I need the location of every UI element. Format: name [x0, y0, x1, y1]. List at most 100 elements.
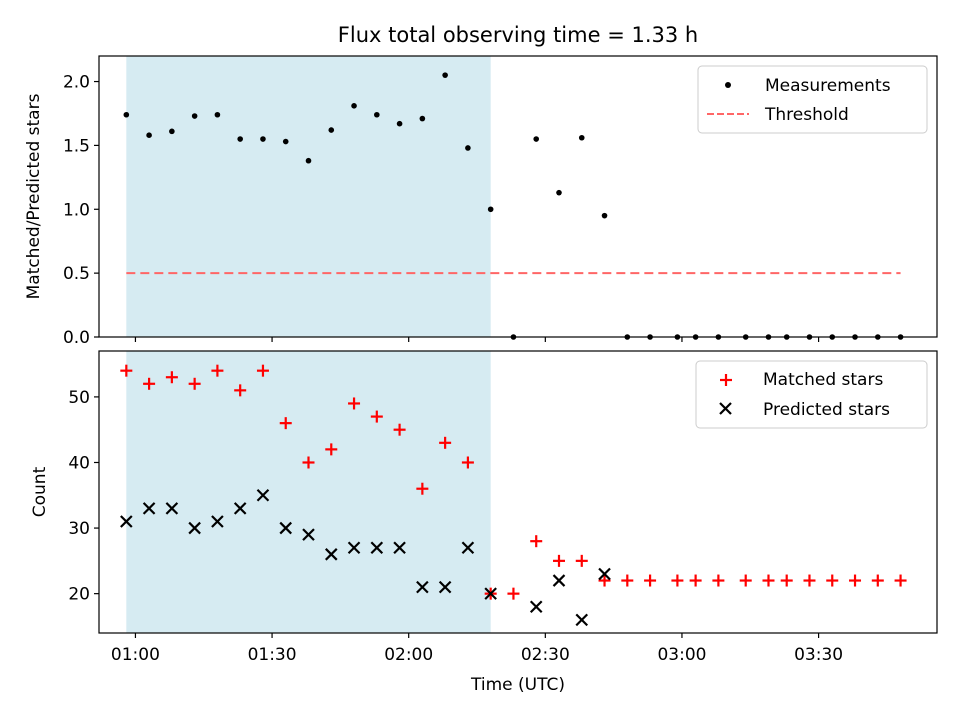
- matched-star-point: [507, 587, 520, 600]
- matched-star-point: [461, 456, 474, 469]
- matched-star-point: [416, 482, 429, 495]
- xtick-label: 01:30: [248, 645, 297, 665]
- predicted-star-point: [233, 502, 247, 515]
- measurement-point: [305, 157, 312, 164]
- ytick-label: 1.0: [63, 200, 90, 220]
- predicted-star-point: [552, 574, 566, 587]
- legend-marker-predicted: [719, 402, 732, 415]
- measurement-point: [487, 206, 494, 213]
- matched-star-point: [552, 554, 565, 567]
- measurement-point: [533, 136, 540, 142]
- matched-star-point: [348, 397, 361, 410]
- matched-star-point: [188, 377, 201, 390]
- predicted-star-point: [188, 521, 201, 535]
- xtick-label: 03:00: [657, 645, 706, 665]
- predicted-star-point: [598, 567, 611, 581]
- measurement-point: [601, 212, 608, 219]
- matched-star-point: [762, 574, 775, 587]
- matched-star-point: [234, 384, 247, 397]
- measurement-point: [169, 128, 175, 135]
- measurement-point: [191, 113, 198, 119]
- matched-star-point: [302, 456, 315, 469]
- matched-star-point: [689, 574, 702, 587]
- measurement-point: [465, 145, 471, 151]
- measurement-point: [374, 111, 380, 118]
- matched-star-point: [143, 377, 156, 390]
- matched-star-point: [803, 574, 816, 587]
- xlabel: Time (UTC): [470, 675, 565, 695]
- top-legend: Measurements Threshold: [697, 65, 928, 134]
- predicted-star-point: [529, 600, 543, 614]
- legend-marker-measurements: [725, 82, 731, 88]
- matched-star-point: [575, 554, 588, 567]
- predicted-star-point: [575, 613, 589, 627]
- measurement-point: [214, 111, 221, 118]
- measurement-point: [351, 103, 357, 109]
- measurement-point: [260, 136, 266, 142]
- xtick-label: 02:30: [521, 645, 570, 665]
- predicted-star-point: [279, 521, 293, 535]
- predicted-star-point: [256, 489, 270, 502]
- top-panel: 0.00.51.01.52.0 Matched/Predicted stars …: [24, 55, 938, 348]
- predicted-star-point: [120, 515, 133, 528]
- measurement-point: [282, 138, 289, 145]
- matched-star-point: [671, 574, 684, 587]
- matched-star-point: [530, 535, 543, 548]
- ytick-label: 50: [68, 388, 90, 408]
- predicted-star-point: [324, 548, 338, 561]
- predicted-star-point: [211, 515, 224, 528]
- top-ylabel: Matched/Predicted stars: [24, 93, 44, 299]
- measurement-point: [578, 134, 585, 141]
- predicted-star-point: [438, 580, 452, 594]
- measurement-point: [419, 115, 426, 122]
- bottom-ylabel: Count: [30, 466, 50, 517]
- matched-star-point: [849, 574, 862, 587]
- predicted-star-point: [165, 502, 179, 515]
- predicted-star-point: [370, 541, 384, 555]
- ytick-label: 2.0: [63, 73, 90, 93]
- measurement-point: [396, 120, 403, 127]
- top-shaded-region: [126, 56, 491, 337]
- ytick-label: 0.0: [63, 328, 90, 348]
- ytick-label: 40: [68, 453, 90, 473]
- bottom-panel: 20 30 40 50 01:00 01:30 02:00 02:30 03:00 03:30 C…: [30, 350, 938, 695]
- matched-star-point: [739, 574, 752, 587]
- ytick-label: 0.5: [63, 264, 90, 284]
- legend-label-predicted: Predicted stars: [763, 400, 890, 420]
- chart-title: Flux total observing time = 1.33 h: [338, 23, 698, 47]
- measurement-point: [328, 127, 335, 133]
- predicted-star-point: [393, 541, 406, 555]
- legend-marker-matched: [720, 374, 732, 386]
- measurement-point: [237, 136, 243, 142]
- xtick-label: 01:00: [111, 645, 160, 665]
- matched-star-point: [439, 436, 452, 449]
- ytick-label: 20: [68, 585, 90, 605]
- ytick-label: 30: [68, 519, 90, 539]
- matched-star-point: [325, 443, 338, 456]
- matched-star-point: [780, 574, 793, 587]
- bottom-shaded-region: [126, 351, 491, 633]
- legend-label-threshold: Threshold: [764, 105, 849, 125]
- matched-star-point: [871, 574, 884, 587]
- predicted-star-point: [416, 580, 429, 594]
- measurement-point: [556, 189, 562, 196]
- top-axes-frame: [98, 55, 938, 338]
- matched-star-point: [826, 574, 839, 587]
- matched-star-point: [644, 574, 657, 587]
- measurement-point: [146, 132, 152, 138]
- matched-star-point: [621, 574, 634, 587]
- matched-star-point: [712, 574, 725, 587]
- matched-star-point: [165, 371, 178, 384]
- bottom-legend: Matched stars Predicted stars: [695, 360, 928, 429]
- measurement-point: [123, 111, 130, 118]
- predicted-star-point: [484, 587, 497, 600]
- matched-star-point: [393, 423, 406, 436]
- predicted-star-point: [461, 541, 475, 555]
- xtick-label: 02:00: [384, 645, 433, 665]
- matched-star-point: [120, 364, 133, 377]
- legend-label-measurements: Measurements: [765, 76, 891, 96]
- xtick-label: 03:30: [794, 645, 843, 665]
- matched-star-point: [211, 364, 224, 377]
- matched-star-point: [279, 417, 292, 430]
